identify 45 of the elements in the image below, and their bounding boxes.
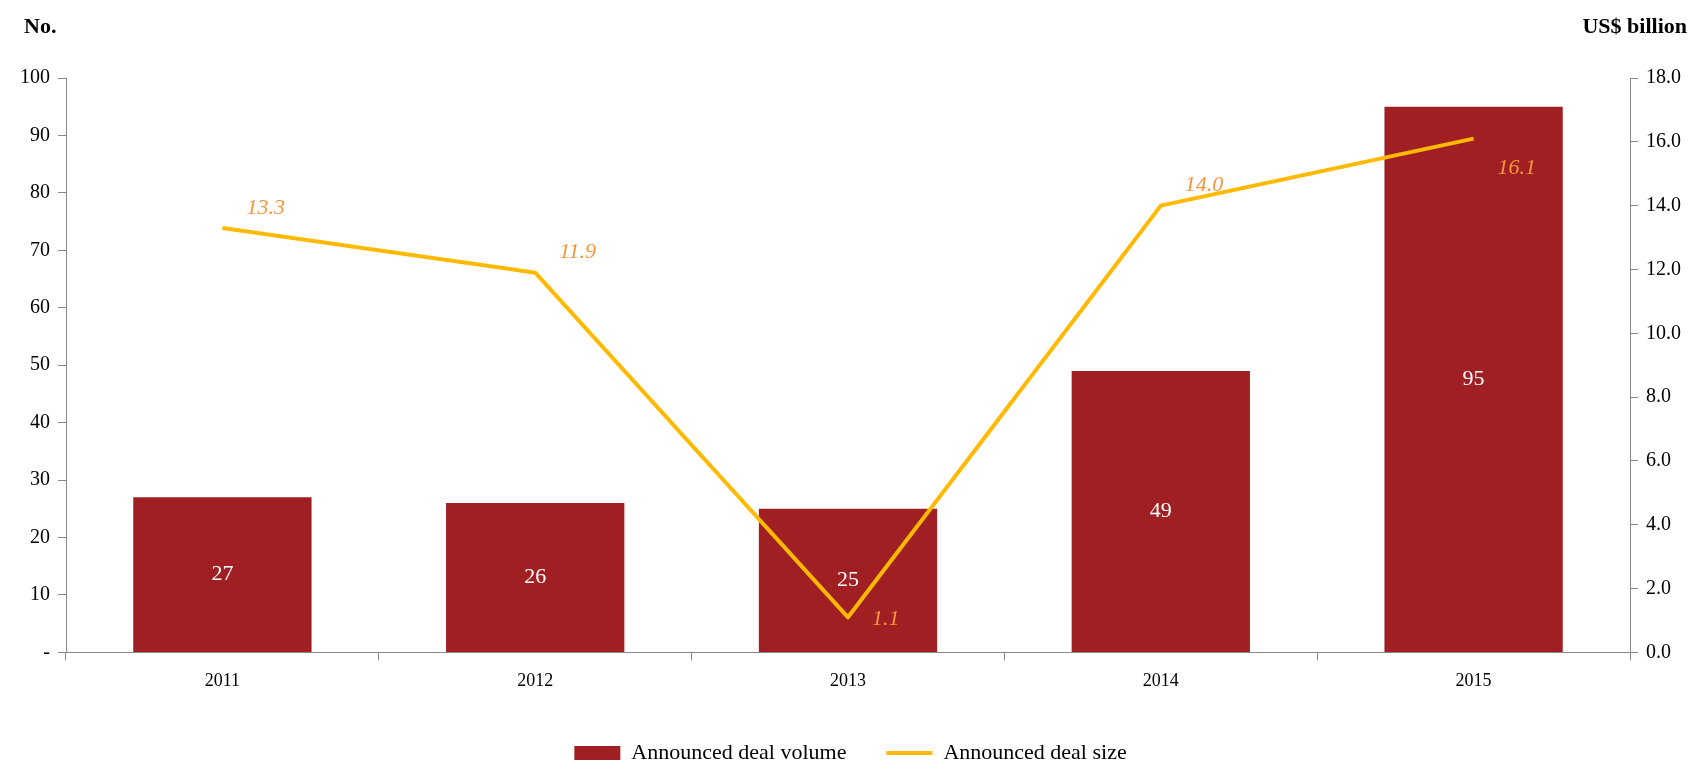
data-label: 14.0 [1184, 171, 1224, 197]
x-tick-label: 2013 [830, 669, 866, 690]
y2-tick-label: 14.0 [1646, 192, 1681, 215]
bar [1384, 106, 1563, 652]
legend-label: Announced deal volume [631, 738, 847, 764]
y-tick-label: 20 [30, 524, 50, 547]
bar [133, 497, 312, 652]
data-label: 49 [1149, 497, 1172, 523]
data-label: 95 [1462, 365, 1485, 391]
data-label: 26 [524, 563, 547, 589]
y-tick-label: 30 [30, 467, 50, 490]
y2-axis-title: US$ billion [1582, 12, 1687, 38]
x-tick-label: 2014 [1142, 669, 1179, 690]
y2-tick-label: 16.0 [1646, 129, 1681, 152]
data-label: 13.3 [246, 193, 285, 219]
y2-tick-label: 18.0 [1646, 65, 1681, 88]
y-tick-label: 90 [30, 122, 50, 145]
y2-tick-label: 2.0 [1646, 575, 1671, 598]
y2-tick-label: 4.0 [1646, 512, 1671, 535]
data-label: 27 [211, 560, 234, 586]
data-label: 11.9 [559, 238, 597, 264]
y2-tick-label: 8.0 [1646, 384, 1671, 407]
bar [1071, 370, 1250, 652]
x-tick-label: 2012 [517, 669, 554, 690]
y-tick-label: - [43, 639, 50, 662]
y-tick-label: 50 [30, 352, 50, 375]
data-label: 25 [837, 566, 859, 592]
y2-tick-label: 12.0 [1646, 256, 1681, 279]
y-tick-label: 60 [30, 295, 50, 318]
x-tick-label: 2011 [204, 669, 241, 690]
y-tick-label: 80 [30, 180, 50, 203]
y2-tick-label: 10.0 [1646, 320, 1681, 343]
data-label: 16.1 [1497, 154, 1537, 180]
bar [758, 508, 938, 652]
legend-label: Announced deal size [943, 738, 1127, 764]
y-tick-label: 100 [20, 65, 50, 88]
x-tick-label: 2015 [1455, 669, 1492, 690]
y2-tick-label: 6.0 [1646, 448, 1671, 471]
y2-tick-label: 0.0 [1646, 639, 1671, 662]
y-tick-label: 10 [30, 582, 50, 605]
y-tick-label: 70 [30, 237, 50, 260]
bar [446, 503, 625, 652]
data-label: 1.1 [872, 605, 900, 631]
y-axis-title: No. [24, 12, 57, 38]
y-tick-label: 40 [30, 409, 50, 432]
